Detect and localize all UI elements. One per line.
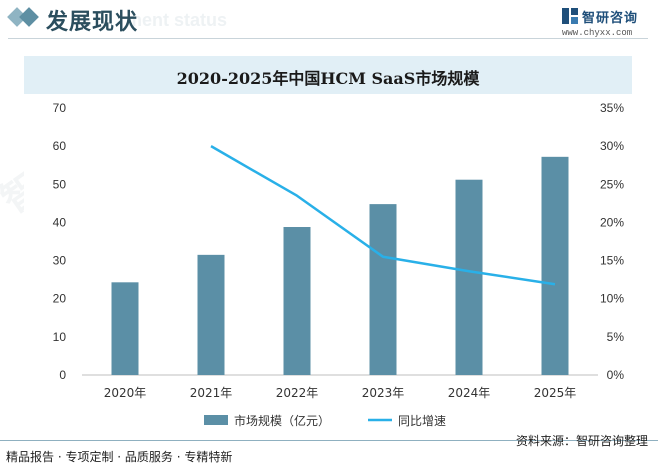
y-left-tick-label: 40: [53, 215, 67, 229]
logo-url: www.chyxx.com: [562, 28, 633, 38]
legend-label-bar: 市场规模（亿元）: [234, 413, 330, 428]
bar: [455, 179, 483, 375]
growth-line: [210, 145, 556, 286]
y-left-tick-label: 20: [53, 292, 67, 306]
y-right-tick-label: 5%: [607, 330, 625, 344]
y-left-tick-label: 30: [53, 254, 67, 268]
header-divider: [8, 38, 648, 39]
header-title: 发展现状: [46, 10, 139, 35]
y-right-tick-label: 0%: [607, 368, 625, 382]
y-right-tick-label: 35%: [600, 101, 624, 115]
bar: [369, 204, 397, 375]
bar: [541, 156, 569, 375]
y-right-tick-label: 15%: [600, 254, 624, 268]
legend-swatch-bar: [204, 415, 228, 425]
footer-tagline: 精品报告 · 专项定制 · 品质服务 · 专精特新: [6, 450, 233, 464]
brand-logo[interactable]: 智研咨询 www.chyxx.com: [562, 6, 652, 40]
footer-divider: [0, 440, 658, 441]
bar: [111, 282, 139, 375]
chart-title-band: [24, 56, 632, 94]
x-tick-label: 2023年: [362, 386, 405, 400]
y-right-tick-label: 10%: [600, 292, 624, 306]
y-right-tick-label: 25%: [600, 177, 624, 191]
chart-container: 2020-2025年中国HCM SaaS市场规模 0 10 20 30 40 50 60 70…: [24, 56, 632, 436]
diamond-icon: [19, 7, 39, 27]
x-tick-label: 2025年: [534, 386, 577, 400]
chart-title: 2020-2025年中国HCM SaaS市场规模: [176, 69, 480, 88]
bar: [283, 227, 311, 375]
logo-name: 智研咨询: [582, 11, 639, 26]
bar: [197, 254, 225, 375]
y-left-tick-label: 0: [59, 368, 66, 382]
y-right-tick-label: 20%: [600, 215, 624, 229]
x-tick-label: 2020年: [104, 386, 147, 400]
footer-source: 资料来源：智研咨询整理: [515, 434, 648, 448]
y-left-tick-label: 70: [53, 101, 67, 115]
logo-icon: [562, 8, 578, 24]
x-tick-label: 2024年: [448, 386, 491, 400]
y-left-tick-label: 50: [53, 177, 67, 191]
legend-label-line: 同比增速: [398, 414, 446, 428]
y-right-tick-label: 30%: [600, 139, 624, 153]
y-left-tick-label: 60: [53, 139, 67, 153]
combo-chart: 0 10 20 30 40 50 60 70 0% 5% 10% 15% 20% 25% 30% 35% 202…: [53, 101, 625, 428]
header-subtitle-en: ment status: [126, 10, 228, 30]
x-tick-label: 2022年: [276, 386, 319, 400]
page-header: ment status 发展现状 智研咨询 www.chyxx.com: [0, 0, 658, 44]
y-left-tick-label: 10: [53, 330, 67, 344]
x-tick-label: 2021年: [190, 386, 233, 400]
